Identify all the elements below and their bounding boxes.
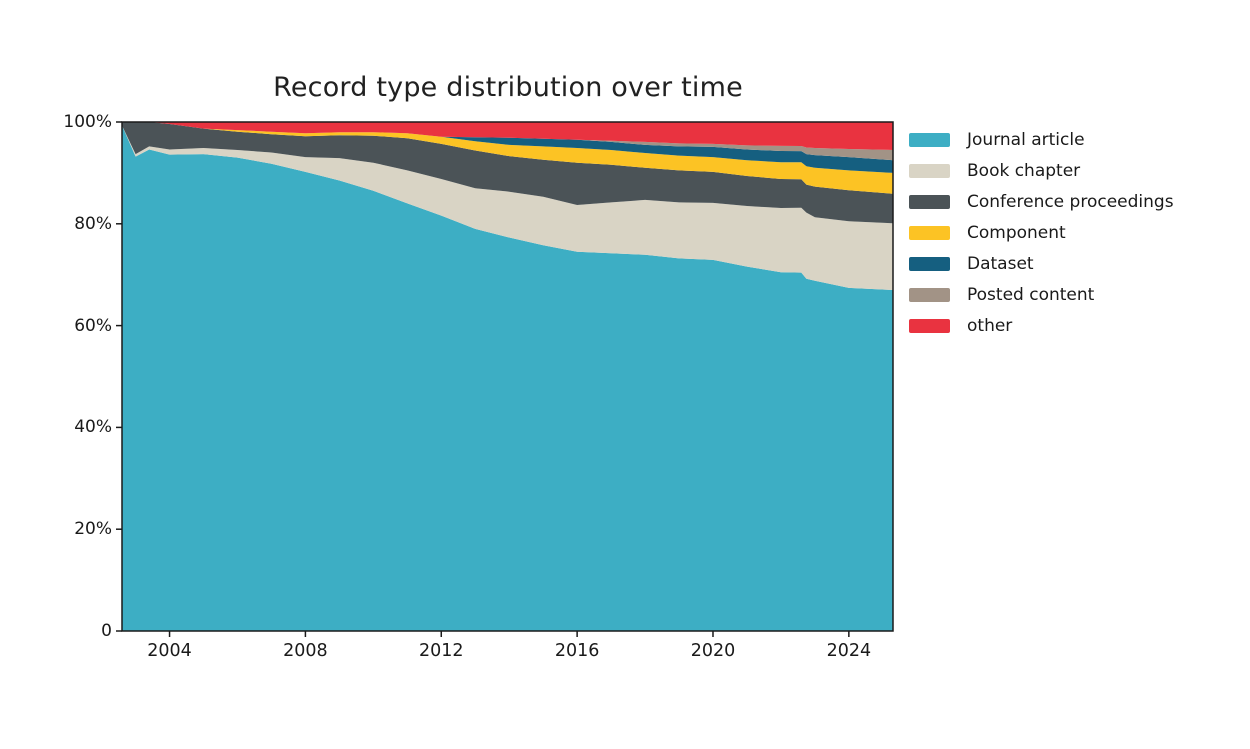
- x-tick-label: 2012: [418, 641, 464, 661]
- y-tick-label: 40%: [74, 417, 112, 438]
- legend-item-book-chapter: Book chapter: [909, 160, 1174, 181]
- y-tick-label: 60%: [74, 315, 112, 336]
- legend: Journal article Book chapter Conference pr…: [909, 129, 1174, 336]
- area-component: [122, 122, 893, 194]
- area-conference-proceedings: [122, 122, 893, 224]
- area-dataset: [122, 122, 893, 173]
- x-tick-label: 2020: [690, 641, 736, 661]
- legend-label: Component: [967, 222, 1066, 243]
- legend-item-posted-content: Posted content: [909, 284, 1174, 305]
- legend-swatch-other: [909, 318, 950, 333]
- legend-swatch-conference-proceedings: [909, 194, 950, 209]
- y-tick-label: 20%: [74, 519, 112, 540]
- y-tick-label: 100%: [63, 112, 112, 132]
- legend-item-component: Component: [909, 222, 1174, 243]
- legend-label: Dataset: [967, 253, 1034, 274]
- legend-swatch-posted-content: [909, 287, 950, 302]
- legend-label: Journal article: [967, 129, 1085, 150]
- legend-item-journal-article: Journal article: [909, 129, 1174, 150]
- x-tick-label: 2004: [147, 641, 192, 661]
- legend-label: other: [967, 315, 1013, 336]
- legend-swatch-book-chapter: [909, 163, 950, 178]
- legend-label: Posted content: [967, 284, 1095, 305]
- legend-label: Conference proceedings: [967, 191, 1174, 212]
- x-tick-label: 2024: [826, 641, 872, 661]
- legend-item-conference-proceedings: Conference proceedings: [909, 191, 1174, 212]
- legend-swatch-component: [909, 225, 950, 240]
- y-tick-label: 80%: [74, 213, 112, 234]
- y-tick-label: 0: [101, 621, 112, 641]
- legend-item-other: other: [909, 315, 1174, 336]
- x-tick-label: 2016: [554, 641, 600, 661]
- legend-swatch-journal-article: [909, 132, 950, 147]
- legend-label: Book chapter: [967, 160, 1081, 181]
- area-journal-article: [122, 125, 893, 631]
- legend-item-dataset: Dataset: [909, 253, 1174, 274]
- area-book-chapter: [122, 125, 893, 290]
- x-tick-label: 2008: [283, 641, 328, 661]
- chart-title: Record type distribution over time: [273, 72, 743, 103]
- plot-border: [121, 121, 894, 632]
- area-other: [122, 122, 893, 150]
- legend-swatch-dataset: [909, 256, 950, 271]
